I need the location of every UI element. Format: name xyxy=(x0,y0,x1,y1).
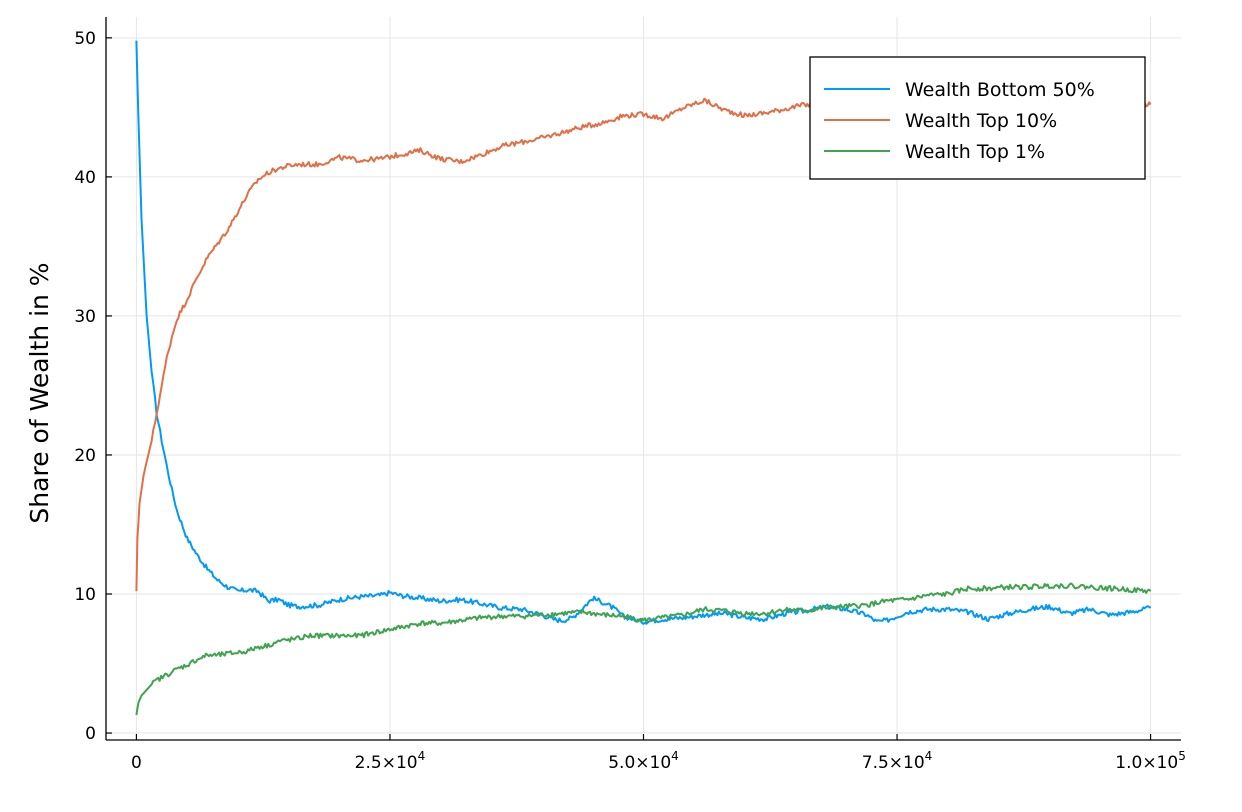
series-line-1 xyxy=(135,40,1152,625)
y-tick-label: 40 xyxy=(74,168,96,188)
y-tick-label: 30 xyxy=(74,307,96,327)
legend-box xyxy=(809,56,1146,180)
legend-label: Wealth Top 1% xyxy=(905,141,1045,163)
x-axis-ticks: 0 2.5×104 5.0×104 7.5×104 1.0×105 xyxy=(131,734,1186,773)
x-tick-label: 7.5×104 xyxy=(862,749,933,773)
legend-label: Wealth Top 10% xyxy=(905,110,1057,132)
legend: Wealth Bottom 50% Wealth Top 10% Wealth To… xyxy=(809,56,1146,180)
x-tick-label: 1.0×105 xyxy=(1115,749,1186,773)
x-tick-label: 5.0×104 xyxy=(608,749,679,773)
series-line-3 xyxy=(135,582,1152,716)
y-tick-label: 0 xyxy=(85,724,96,744)
legend-label: Wealth Bottom 50% xyxy=(905,79,1095,101)
x-tick-label: 0 xyxy=(131,753,142,773)
y-tick-label: 50 xyxy=(74,29,96,49)
y-axis-title: Share of Wealth in % xyxy=(25,262,54,523)
y-tick-label: 20 xyxy=(74,446,96,466)
y-axis-ticks: 0 10 20 30 40 50 xyxy=(74,29,112,744)
x-tick-label: 2.5×104 xyxy=(355,749,426,773)
y-tick-label: 10 xyxy=(74,585,96,605)
